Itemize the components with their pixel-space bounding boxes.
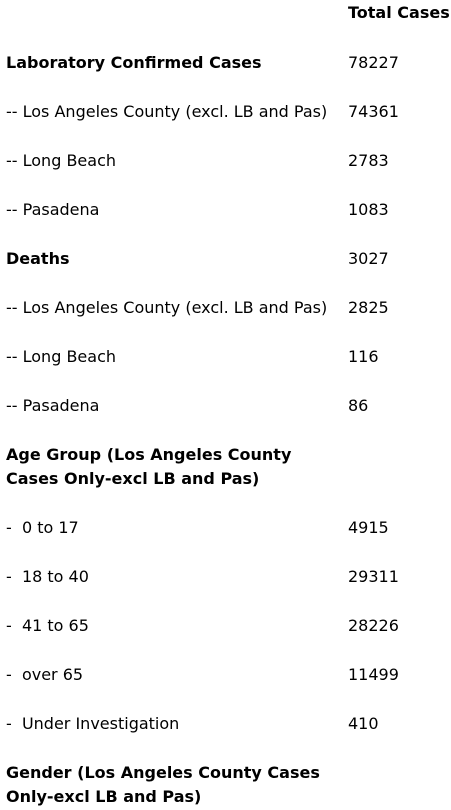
table-row: -- Long Beach 116	[0, 347, 451, 367]
cell-value: 2825	[348, 298, 389, 317]
row-label: -- Long Beach	[6, 347, 116, 366]
row-label: - 0 to 17	[6, 518, 79, 537]
row-label: -- Pasadena	[6, 396, 100, 415]
table-row: - 18 to 40 29311	[0, 567, 451, 587]
table-row: - 41 to 65 28226	[0, 616, 451, 636]
cell-value: 28226	[348, 616, 399, 635]
cell-value: 4915	[348, 518, 389, 537]
cell-value: 2783	[348, 151, 389, 170]
row-label: - over 65	[6, 665, 84, 684]
row-label: -- Los Angeles County (excl. LB and Pas)	[6, 298, 328, 317]
cell-value: 1083	[348, 200, 389, 219]
table-row: Deaths 3027	[0, 249, 451, 269]
column-header-total-cases: Total Cases	[348, 3, 450, 22]
row-label: -- Long Beach	[6, 151, 116, 170]
section-label-gender: Gender (Los Angeles County Cases Only-ex…	[6, 763, 320, 806]
cell-value: 3027	[348, 249, 389, 268]
cell-value: 410	[348, 714, 379, 733]
table-row: -- Los Angeles County (excl. LB and Pas)…	[0, 298, 451, 318]
cell-value: 116	[348, 347, 379, 366]
table-row: -- Long Beach 2783	[0, 151, 451, 171]
row-label: - Under Investigation	[6, 714, 180, 733]
cell-value: 74361	[348, 102, 399, 121]
cell-value: 86	[348, 396, 369, 415]
table-row: - over 65 11499	[0, 665, 451, 685]
section-label-deaths: Deaths	[6, 249, 70, 268]
table-row: Laboratory Confirmed Cases 78227	[0, 53, 451, 73]
row-label: - 41 to 65	[6, 616, 89, 635]
row-label: -- Pasadena	[6, 200, 100, 219]
row-label: - 18 to 40	[6, 567, 89, 586]
cell-value: 29311	[348, 567, 399, 586]
section-label-age-group: Age Group (Los Angeles County Cases Only…	[6, 445, 292, 488]
table-row: -- Pasadena 86	[0, 396, 451, 416]
table-row: - 0 to 17 4915	[0, 518, 451, 538]
row-label: -- Los Angeles County (excl. LB and Pas)	[6, 102, 328, 121]
table-row: - Under Investigation 410	[0, 714, 451, 734]
section-label-lab-confirmed: Laboratory Confirmed Cases	[6, 53, 262, 72]
cell-value: 11499	[348, 665, 399, 684]
cell-value: 78227	[348, 53, 399, 72]
table-row: -- Pasadena 1083	[0, 200, 451, 220]
table-row: -- Los Angeles County (excl. LB and Pas)…	[0, 102, 451, 122]
